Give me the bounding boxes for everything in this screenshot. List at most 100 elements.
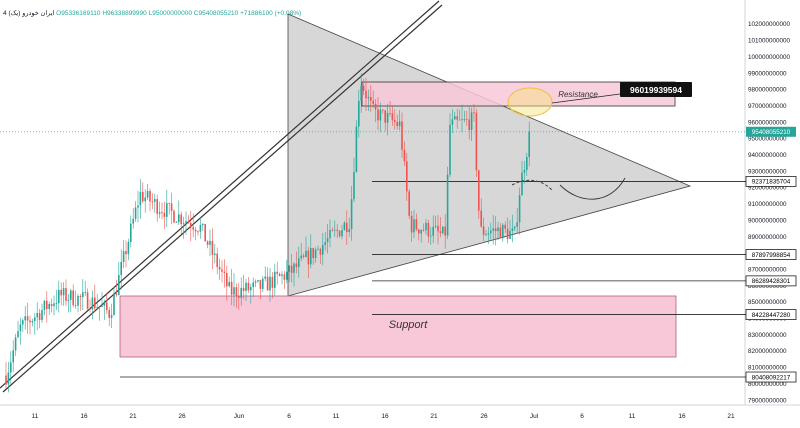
- candle-body: [223, 271, 226, 274]
- level-price-tag: [745, 309, 797, 320]
- candle: [499, 223, 502, 239]
- candle: [523, 160, 526, 184]
- candle: [175, 220, 178, 224]
- candle: [158, 201, 161, 219]
- candle-body: [170, 203, 173, 211]
- candle: [379, 102, 382, 133]
- candle: [41, 303, 43, 323]
- candle: [432, 215, 434, 244]
- candle: [370, 84, 372, 112]
- x-tick-label: 21: [430, 413, 438, 420]
- y-tick-label: 83000000000: [748, 332, 787, 339]
- candle: [209, 229, 211, 257]
- candle-body: [24, 316, 26, 321]
- candle-body: [458, 119, 461, 121]
- level-price-tag: [745, 249, 797, 260]
- y-tick-label: 99000000000: [748, 70, 787, 77]
- low-value: L95000000000: [148, 10, 192, 17]
- candle: [101, 292, 103, 308]
- candle-body: [84, 292, 86, 293]
- candle: [528, 121, 530, 167]
- candle: [197, 230, 199, 236]
- projection-curve: [511, 179, 553, 191]
- candle: [252, 277, 254, 298]
- candle-body: [46, 300, 48, 310]
- candle-body: [514, 226, 516, 229]
- candle-body: [463, 119, 466, 120]
- candle-body: [415, 219, 418, 230]
- candle: [348, 217, 350, 237]
- candle-body: [254, 281, 257, 283]
- candle: [214, 243, 216, 264]
- candle: [14, 333, 17, 356]
- y-tick-label: 79000000000: [748, 397, 787, 404]
- candle-body: [425, 222, 427, 231]
- candle-body: [91, 297, 94, 310]
- candle: [324, 231, 326, 251]
- candle-body: [199, 224, 202, 232]
- candle-body: [298, 258, 300, 268]
- x-tick-label: 16: [80, 413, 88, 420]
- candle-body: [252, 282, 254, 288]
- candle: [338, 229, 341, 238]
- candle: [350, 185, 353, 241]
- candle: [264, 266, 266, 282]
- candle-body: [271, 276, 274, 288]
- candle-body: [288, 265, 290, 272]
- candle-body: [310, 248, 312, 265]
- candle-body: [353, 172, 355, 200]
- close-value: C95408055210: [193, 10, 239, 17]
- candle-body: [391, 113, 394, 121]
- candle: [113, 286, 115, 316]
- candle: [17, 320, 19, 339]
- candle-body: [19, 324, 22, 332]
- breakout-ellipse: [507, 87, 553, 117]
- candle: [492, 215, 494, 245]
- candle-body: [79, 295, 82, 298]
- y-tick-label: 93000000000: [748, 168, 787, 175]
- candle-body: [144, 197, 146, 202]
- candle: [168, 202, 170, 215]
- candle: [19, 317, 22, 345]
- candle-body: [336, 229, 338, 231]
- candle: [132, 208, 134, 229]
- candle: [70, 288, 72, 312]
- candle-body: [319, 248, 322, 255]
- candle: [310, 233, 312, 269]
- candle: [509, 219, 511, 240]
- candle: [91, 290, 94, 320]
- candle: [218, 258, 221, 281]
- candle-body: [494, 228, 497, 232]
- candle-body: [372, 100, 374, 104]
- candle-body: [382, 109, 384, 111]
- candle: [269, 268, 271, 302]
- y-tick-label: 86000000000: [748, 283, 787, 290]
- candle-body: [139, 191, 142, 206]
- candle-body: [120, 261, 122, 276]
- candle: [511, 214, 514, 243]
- candle-body: [34, 317, 36, 321]
- candle: [26, 302, 29, 334]
- candle-body: [58, 289, 60, 304]
- candle-body: [449, 124, 451, 175]
- candle-body: [240, 287, 242, 298]
- candle-body: [226, 273, 228, 287]
- candle: [401, 112, 403, 158]
- candle: [288, 264, 290, 282]
- candle: [206, 240, 209, 249]
- x-tick-label: 16: [678, 413, 686, 420]
- candle: [514, 225, 516, 231]
- candle: [173, 208, 175, 224]
- candle: [449, 113, 451, 178]
- candle-body: [221, 269, 223, 272]
- candle-body: [7, 372, 10, 385]
- candle: [144, 189, 146, 213]
- interval-label: 4: [3, 10, 7, 17]
- candle: [394, 109, 396, 130]
- candle: [521, 161, 523, 196]
- candle-body: [362, 85, 365, 91]
- candle: [446, 166, 449, 240]
- candle-body: [386, 113, 389, 123]
- candle: [199, 216, 202, 239]
